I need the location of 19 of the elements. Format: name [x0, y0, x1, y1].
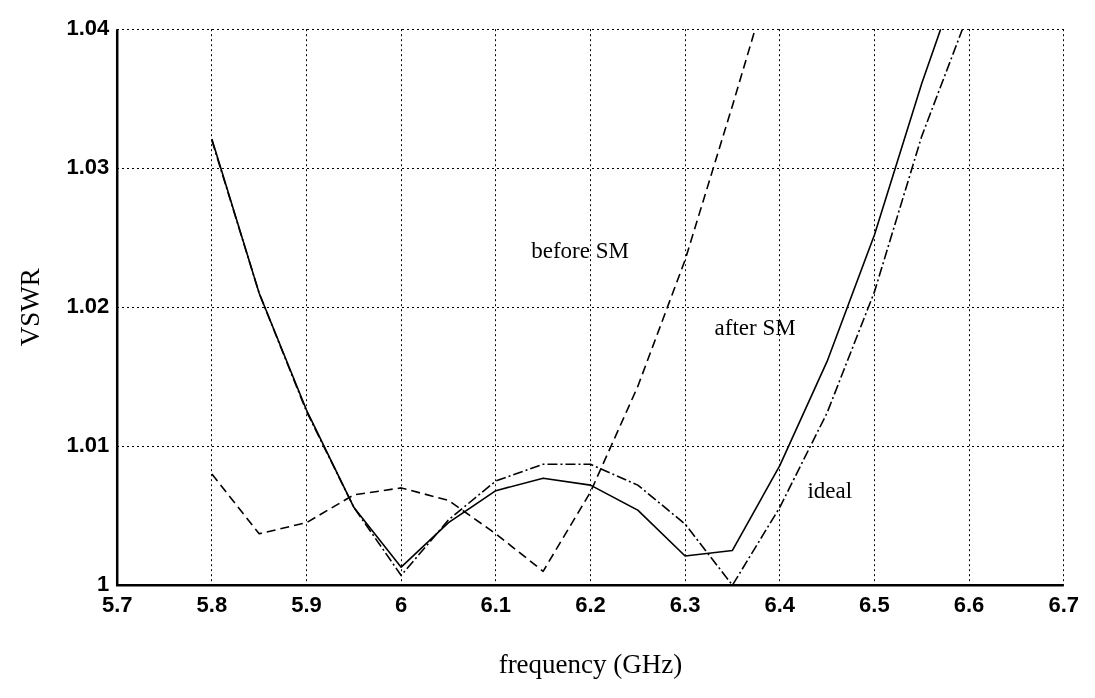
x-tick-label: 6.7	[1048, 592, 1080, 618]
y-tick-label: 1.03	[66, 154, 110, 180]
x-tick-label: 6	[395, 592, 408, 618]
x-axis-title: frequency (GHz)	[498, 648, 683, 679]
x-tick-label: 6.1	[480, 592, 512, 618]
y-tick-label: 1.04	[66, 15, 110, 41]
x-tick-label: 6.6	[953, 592, 985, 618]
x-tick-label: 6.4	[764, 592, 796, 618]
series-label: after SM	[714, 315, 796, 341]
series-label: ideal	[807, 478, 853, 504]
y-tick-label: 1.01	[66, 432, 110, 458]
x-tick-label: 6.2	[575, 592, 606, 618]
x-tick-label: 5.9	[291, 592, 322, 618]
y-tick-label: 1.02	[66, 293, 110, 319]
x-tick-label: 6.5	[859, 592, 890, 618]
text: before SM	[531, 237, 629, 263]
y-axis-title: VSWR	[15, 268, 46, 347]
x-tick-label: 6.3	[669, 592, 701, 618]
x-tick-label: 5.8	[196, 592, 228, 618]
